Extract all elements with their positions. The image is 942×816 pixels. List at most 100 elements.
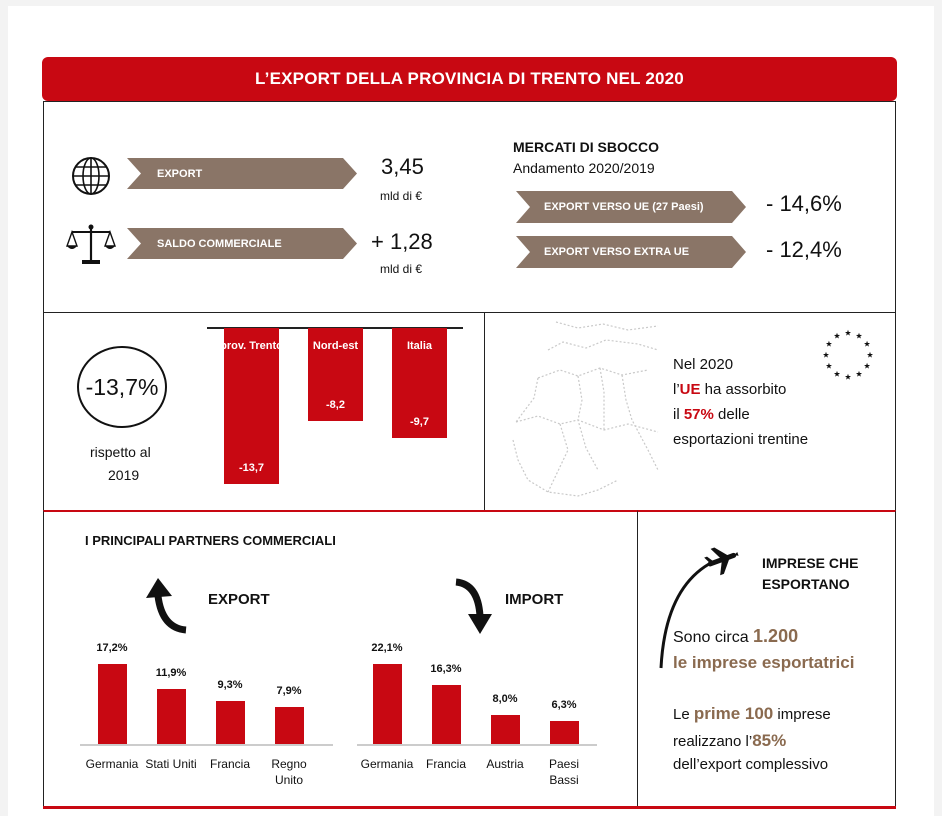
imprese-count-value: 1.200 [753,626,799,646]
imprese-top100-line3: dell’export complessivo [673,756,829,773]
partner-category-label: Paesi Bassi [548,757,580,787]
eu-star [825,362,832,369]
eu-star [833,332,841,339]
extra-ue-value: - 12,4% [766,237,842,262]
variazione-caption-2: 2019 [108,467,140,483]
imprese-top100-line2: realizzano l’85% [673,731,786,751]
eu-star [855,332,863,339]
partner-value-label: 17,2% [96,642,128,654]
variazione-value-label: -9,7 [410,416,429,429]
page [8,6,934,816]
partner-value-label: 7,9% [276,685,302,698]
ue-value: - 14,6% [766,191,842,216]
ue-text-line2-c: ha assorbito [700,381,787,398]
ue-text-line3: il 57% delle [673,406,750,423]
eu-star [833,370,841,377]
partner-value-label: 6,3% [551,699,577,712]
variazione-bar [392,328,447,439]
saldo-value: + 1,28 [371,229,433,254]
curved-up-arrow-icon [146,578,187,634]
ue-text-line2: l’UE ha assorbito [673,381,786,398]
ue-text-line2-a: l’ [673,381,680,398]
top100-share: 85% [752,731,787,750]
partner-category-label: Regno Unito [271,757,307,787]
imprese-count-line1: Sono circa 1.200 [673,626,798,647]
variazione-category-label: Nord-est [312,340,359,352]
variazione-bar [308,328,363,422]
variazione-category-label: Italia [406,340,433,352]
eu-star [864,362,871,369]
scales-icon [66,224,116,264]
partner-category-label: Stati Uniti [145,757,197,771]
curved-down-arrow-icon [455,578,492,634]
europe-map [512,321,659,497]
bar-chart-axis [207,327,463,329]
partner-bar [549,721,579,744]
top100-highlight: prime 100 [693,704,774,723]
top100-prefix: Le [673,706,694,723]
saldo-label: SALDO COMMERCIALE [127,228,357,259]
partner-value-label: 22,1% [371,642,403,654]
variazione-circle: -13,7% [77,346,167,428]
ue-share-highlight: 57% [683,406,714,423]
partners-title: I PRINCIPALI PARTNERS COMMERCIALI [85,533,336,548]
saldo-unit: mld di € [380,262,423,276]
partner-value-label: 8,0% [492,693,518,706]
extra-ue-label: EXPORT VERSO EXTRA UE [516,236,746,268]
variazione-bar [224,328,279,484]
imprese-title-1: IMPRESE CHE [762,555,859,571]
airplane-icon [659,547,739,669]
partner-value-label: 16,3% [430,662,462,675]
eu-star [844,373,852,380]
imprese-count-line2: le imprese esportatrici [673,653,855,672]
eu-star [825,340,832,347]
top100-suffix: imprese [773,706,831,723]
partner-category-label: Germania [360,757,414,771]
eu-star [864,340,871,347]
variazione-value-label: -13,7 [238,462,265,474]
ue-text-line1: Nel 2020 [673,356,734,373]
export-axis [80,744,333,746]
partner-bar [274,707,304,744]
partner-bar [490,715,520,744]
eu-star [855,370,863,377]
variazione-category-label: prov. Trento [220,340,283,352]
partner-category-label: Germania [85,757,139,771]
partner-category-label: Francia [425,757,466,771]
imprese-count-prefix: Sono circa [673,629,754,646]
export-value: 3,45 [381,154,424,179]
export-label: EXPORT [127,158,357,189]
import-axis [357,744,597,746]
partner-bar [156,688,186,744]
eu-stars-icon [822,329,874,380]
variazione-caption-1: rispetto al [90,444,151,460]
partner-bar [215,700,245,744]
globe-icon [72,157,110,195]
mercati-title: MERCATI DI SBOCCO [513,139,659,155]
import-chart-title: IMPORT [505,591,564,608]
partner-value-label: 9,3% [217,678,243,691]
ue-text-line3-c: delle [713,406,750,423]
partner-bar [97,664,127,744]
variazione-value-label: -8,2 [326,399,345,412]
partner-bar [372,664,402,744]
export-chart-title: EXPORT [208,591,270,608]
partner-value-label: 11,9% [155,666,187,679]
imprese-title-2: ESPORTANO [762,576,850,592]
eu-star [822,351,830,358]
imprese-top100-line1: Le prime 100 imprese [673,704,831,724]
partner-category-label: Francia [209,757,250,771]
partner-category-label: Austria [486,757,524,771]
mercati-subtitle: Andamento 2020/2019 [513,160,655,176]
bottom-divider [43,806,896,809]
ue-label: EXPORT VERSO UE (27 Paesi) [516,191,746,223]
partner-bar [431,684,461,744]
export-unit: mld di € [380,189,423,203]
page-title: L’EXPORT DELLA PROVINCIA DI TRENTO NEL 2… [42,57,897,101]
variazione-value: -13,7% [85,373,159,400]
ue-text-line3-a: il [673,406,684,423]
ue-text-line4: esportazioni trentine [673,431,809,448]
ue-highlight: UE [679,381,701,398]
eu-star [866,351,874,358]
eu-star [844,329,852,336]
